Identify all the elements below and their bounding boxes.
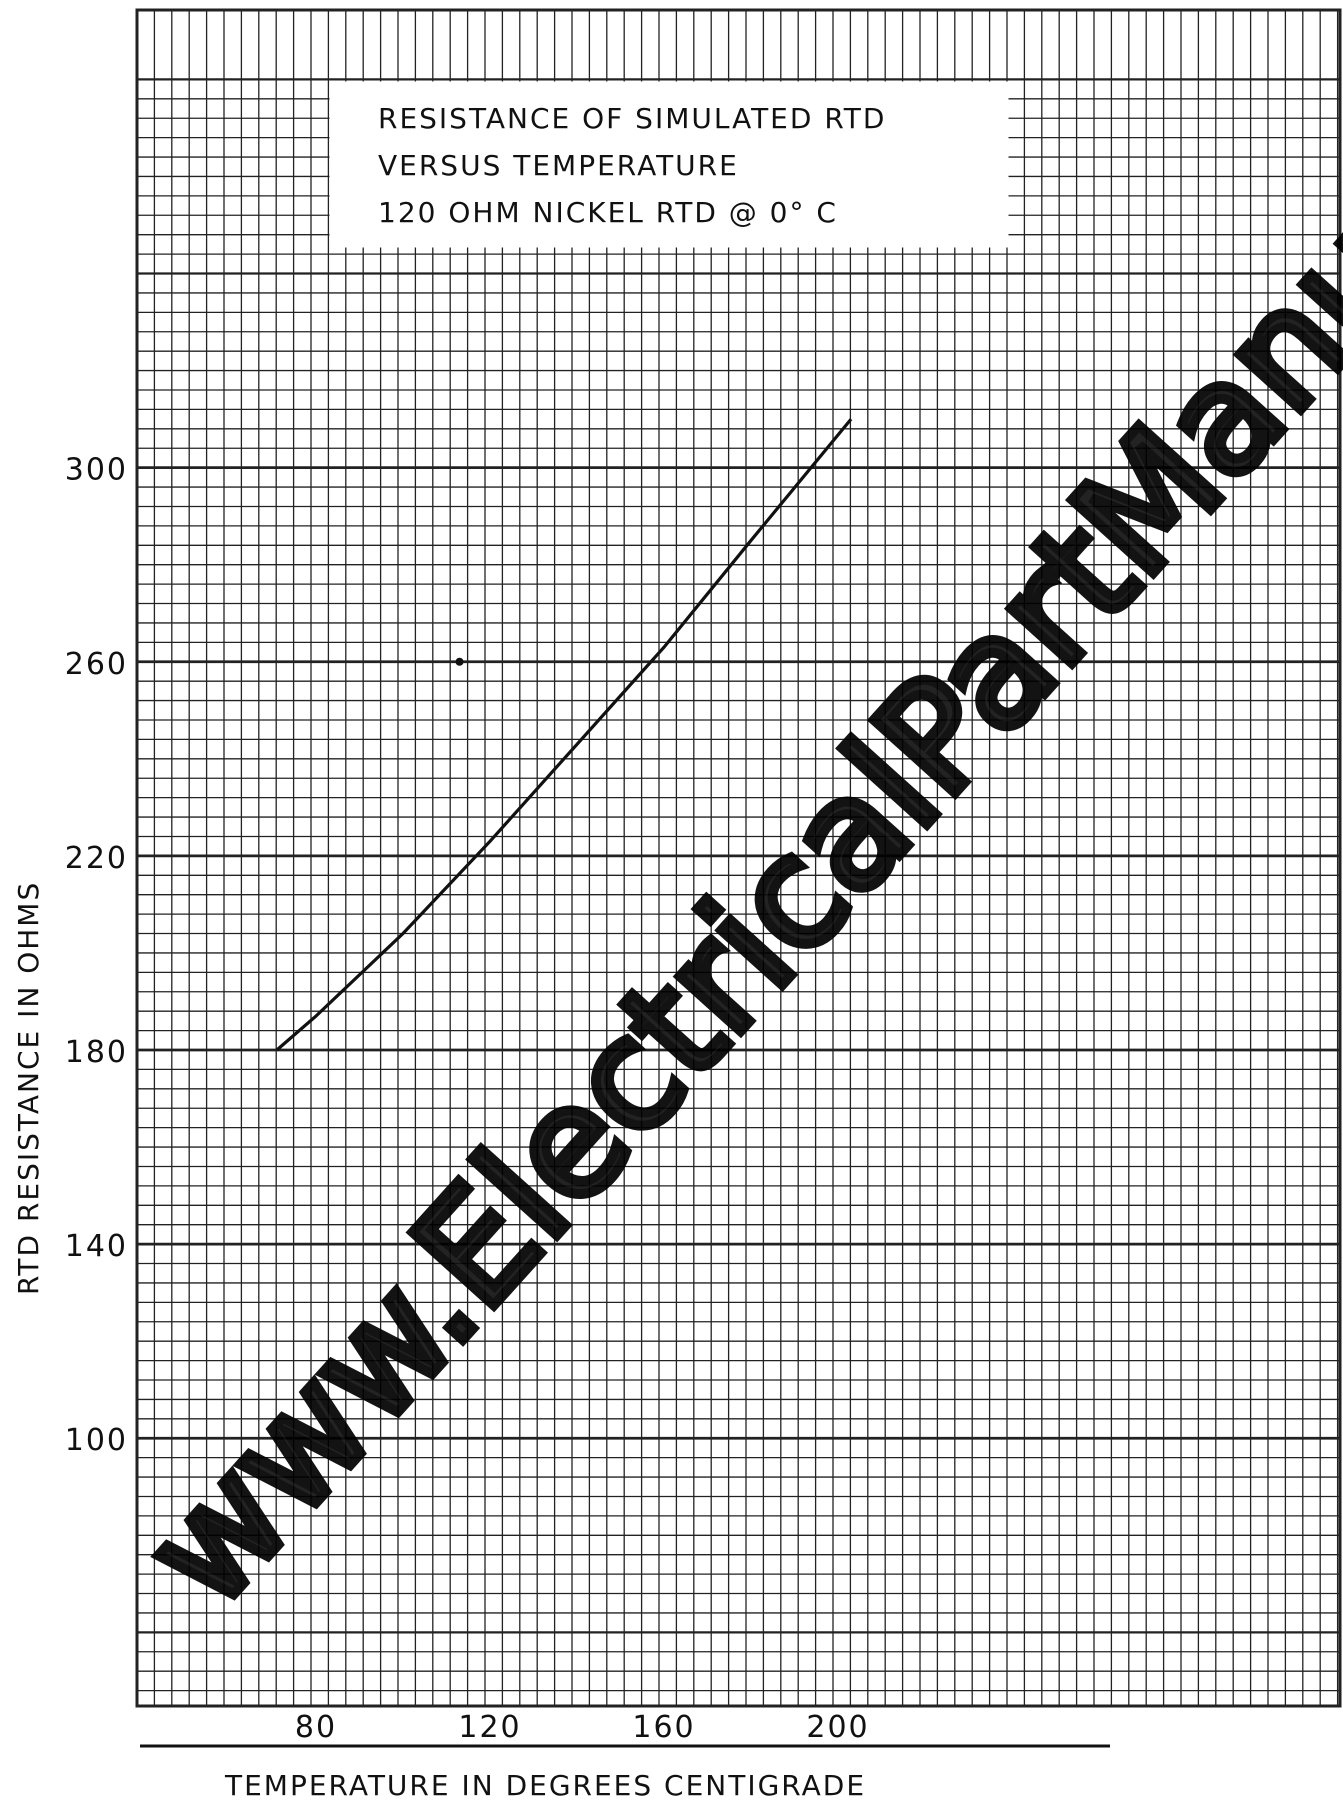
y-tick-label: 100 xyxy=(65,1423,128,1458)
data-series xyxy=(275,418,853,1052)
x-tick-label: 200 xyxy=(806,1710,869,1745)
x-tick-label: 80 xyxy=(295,1710,337,1745)
y-tick-label: 220 xyxy=(65,841,128,876)
x-axis-label: TEMPERATURE IN DEGREES CENTIGRADE xyxy=(224,1769,866,1800)
y-tick-label: 180 xyxy=(65,1035,128,1070)
y-tick-label: 260 xyxy=(65,647,128,682)
y-tick-label: 300 xyxy=(65,453,128,488)
y-axis-label: RTD RESISTANCE IN OHMS xyxy=(12,881,45,1295)
y-tick-labels: 100 140 180 220 260 300 xyxy=(65,453,128,1459)
y-tick-label: 140 xyxy=(65,1229,128,1264)
x-tick-label: 160 xyxy=(632,1710,695,1745)
series-line xyxy=(275,418,853,1052)
stray-mark xyxy=(455,657,464,666)
title-box: RESISTANCE OF SIMULATED RTD VERSUS TEMPE… xyxy=(329,81,1009,248)
title-box-background xyxy=(329,81,1009,248)
chart-title-line-1: RESISTANCE OF SIMULATED RTD xyxy=(378,102,886,135)
chart-title-line-3: 120 OHM NICKEL RTD @ 0° C xyxy=(378,196,838,229)
x-tick-labels: 80 120 160 200 xyxy=(295,1710,869,1745)
graph-paper-grid xyxy=(135,8,1342,1708)
x-tick-label: 120 xyxy=(458,1710,521,1745)
chart-title-line-2: VERSUS TEMPERATURE xyxy=(378,149,739,182)
